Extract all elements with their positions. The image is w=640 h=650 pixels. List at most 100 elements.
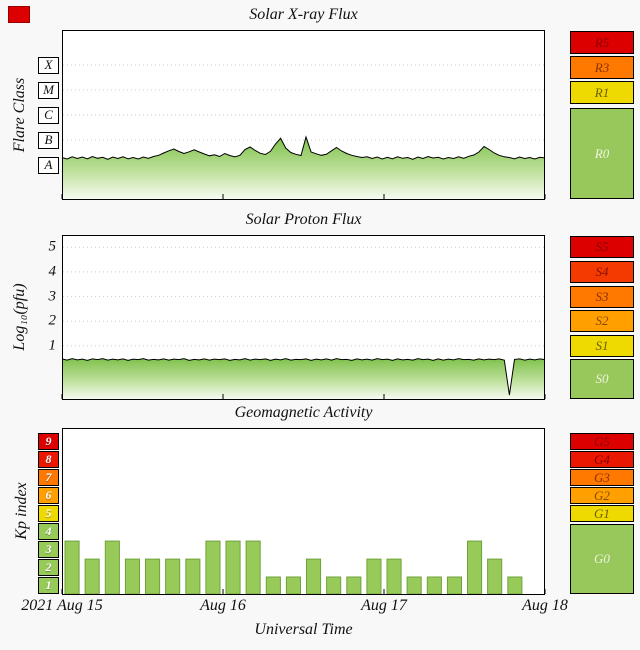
tick-label: A xyxy=(44,157,53,172)
kp-tick-box-5: 5 xyxy=(38,505,59,523)
tick-label: 1 xyxy=(45,578,52,593)
proton-line xyxy=(61,358,546,396)
scale-box-S2: S2 xyxy=(570,310,634,333)
kp-bar xyxy=(205,540,221,595)
scale-box-label: R3 xyxy=(594,59,610,75)
x-tick-label-2: Aug 17 xyxy=(361,597,407,614)
kp-bar xyxy=(84,558,100,595)
x-axis-title: Universal Time xyxy=(254,621,353,638)
scale-box-G0: G0 xyxy=(570,524,634,594)
scale-box-label: R0 xyxy=(594,145,610,161)
xray-tick-box-A: A xyxy=(38,156,59,174)
kp-bar xyxy=(507,576,523,595)
proton-tick-1: 1 xyxy=(48,337,57,354)
scale-box-label: G4 xyxy=(594,451,610,467)
corner-marker xyxy=(8,6,30,23)
kp-bar xyxy=(124,558,141,595)
kp-bar xyxy=(104,540,120,595)
scale-box-G2: G2 xyxy=(570,487,634,505)
kp-bar xyxy=(366,558,382,595)
kp-plot-bg xyxy=(62,428,545,595)
xray-area xyxy=(62,137,545,199)
scale-box-G5: G5 xyxy=(570,433,634,451)
kp-plot-border xyxy=(62,428,545,595)
kp-tick-box-6: 6 xyxy=(38,487,59,505)
proton-tick-2: 2 xyxy=(48,312,57,329)
scale-box-R5: R5 xyxy=(570,31,634,54)
kp-bar xyxy=(265,576,281,595)
scale-box-G3: G3 xyxy=(570,469,634,487)
kp-tick-box-1: 1 xyxy=(38,577,59,594)
scale-box-label: S3 xyxy=(595,288,609,304)
xray-line xyxy=(61,135,546,160)
scale-box-R3: R3 xyxy=(570,56,634,79)
kp-title: Geomagnetic Activity xyxy=(234,404,373,421)
scale-box-label: G2 xyxy=(594,487,610,503)
scale-box-label: G3 xyxy=(594,469,610,485)
scale-box-label: G0 xyxy=(594,551,610,567)
kp-tick-box-3: 3 xyxy=(38,541,59,559)
tick-label: 2 xyxy=(45,560,52,575)
kp-tick-box-4: 4 xyxy=(38,523,59,541)
kp-bar xyxy=(487,558,503,595)
tick-label: 5 xyxy=(45,506,52,521)
scale-box-label: R5 xyxy=(594,34,610,50)
x-tick-label-3: Aug 18 xyxy=(522,597,568,614)
scale-box-label: S5 xyxy=(595,239,609,255)
proton-tick-4: 4 xyxy=(48,263,57,280)
scale-box-G4: G4 xyxy=(570,451,634,469)
tick-label: 9 xyxy=(45,434,52,449)
kp-bar xyxy=(346,576,362,595)
kp-bar xyxy=(285,576,301,595)
tick-label: 7 xyxy=(45,470,52,485)
scale-box-R1: R1 xyxy=(570,81,634,104)
kp-bar xyxy=(185,558,201,595)
scale-box-label: R1 xyxy=(594,84,610,100)
scale-box-label: G1 xyxy=(594,505,610,521)
proton-area xyxy=(62,358,545,399)
x-tick-label-0: 2021 Aug 15 xyxy=(21,597,103,614)
proton-title: Solar Proton Flux xyxy=(245,211,362,228)
tick-label: 3 xyxy=(45,542,52,557)
tick-label: C xyxy=(44,107,53,122)
kp-tick-box-7: 7 xyxy=(38,469,59,487)
kp-bar xyxy=(406,576,422,595)
tick-label: X xyxy=(44,57,53,72)
kp-bar xyxy=(225,540,241,595)
tick-label: B xyxy=(44,132,53,147)
tick-label: 6 xyxy=(45,488,52,503)
tick-label: 8 xyxy=(45,452,52,467)
kp-bar xyxy=(165,558,181,595)
kp-bar xyxy=(245,540,261,595)
scale-box-label: S2 xyxy=(595,313,609,329)
scale-box-label: S1 xyxy=(595,337,609,353)
xray-title: Solar X-ray Flux xyxy=(249,6,358,23)
kp-tick-box-9: 9 xyxy=(38,433,59,451)
kp-bar xyxy=(326,576,342,595)
kp-bar xyxy=(306,558,322,595)
proton-tick-5: 5 xyxy=(48,238,57,255)
xray-plot-border xyxy=(62,30,545,200)
scale-box-S5: S5 xyxy=(570,236,634,259)
xray-tick-box-X: X xyxy=(38,56,59,74)
scale-box-R0: R0 xyxy=(570,108,634,199)
kp-bar xyxy=(145,558,161,595)
kp-tick-box-8: 8 xyxy=(38,451,59,469)
kp-bar xyxy=(467,540,483,595)
tick-label: 4 xyxy=(45,524,52,539)
scale-box-S1: S1 xyxy=(570,334,634,357)
kp-tick-box-2: 2 xyxy=(38,559,59,577)
kp-bar xyxy=(426,576,442,595)
tick-label: M xyxy=(43,82,54,97)
xray-tick-box-B: B xyxy=(38,131,59,149)
scale-box-label: S0 xyxy=(595,370,609,386)
scale-box-label: S4 xyxy=(595,263,609,279)
scale-box-G1: G1 xyxy=(570,505,634,523)
kp-bar xyxy=(64,540,80,595)
scale-box-S3: S3 xyxy=(570,285,634,308)
kp-bar xyxy=(446,576,462,595)
